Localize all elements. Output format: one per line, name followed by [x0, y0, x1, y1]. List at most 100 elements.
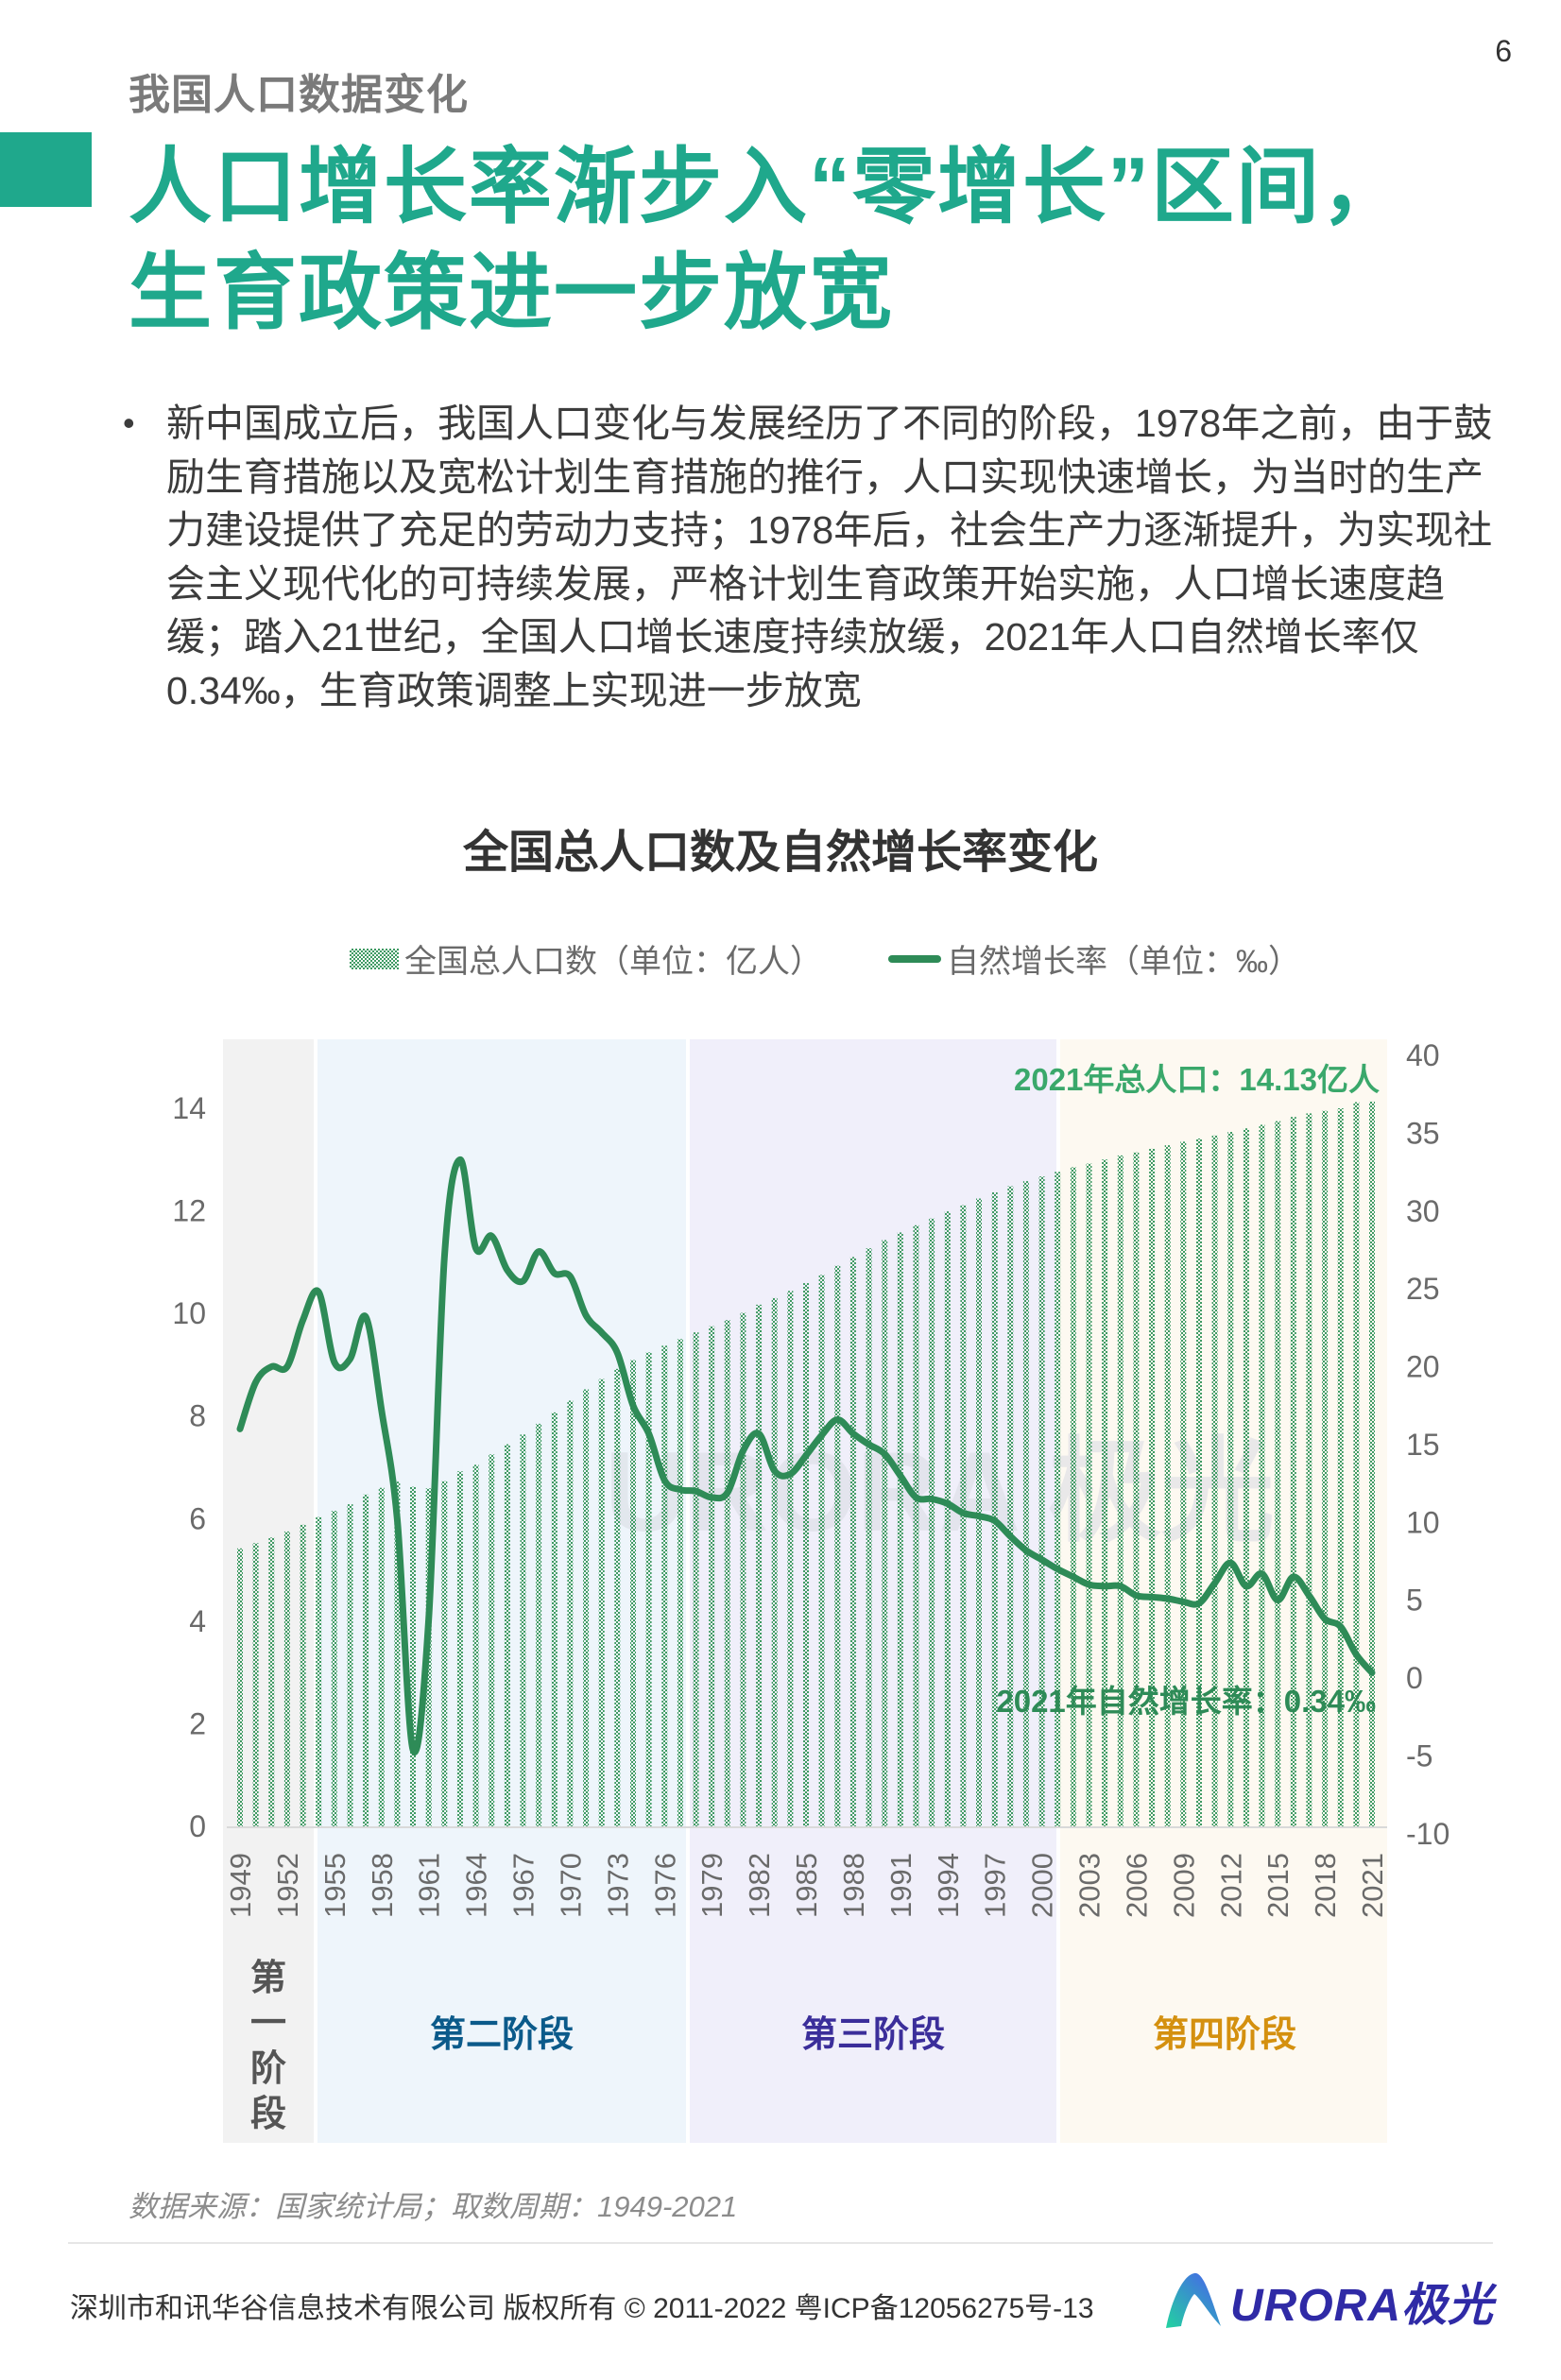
population-bar [363, 1494, 369, 1826]
stage-1-label: 第 [250, 1959, 286, 1998]
x-axis-tick-label: 1997 [979, 1853, 1012, 1918]
aurora-logo: URORA极光 [1162, 2268, 1494, 2334]
population-bar [677, 1339, 683, 1826]
population-bar [1211, 1135, 1218, 1826]
population-bar [1102, 1159, 1108, 1826]
right-axis-tick-label: 10 [1406, 1505, 1440, 1539]
chart-title: 全国总人口数及自然增长率变化 [462, 828, 1098, 878]
stage-1-label: 一 [250, 2004, 286, 2044]
population-bar [489, 1454, 495, 1826]
population-bar [1337, 1108, 1344, 1826]
x-axis-ticks: 1949 1952 1955 1958 1961 1964 1967 1970 1973 1976… [224, 1853, 1389, 1918]
population-bar [331, 1511, 337, 1826]
population-bar [756, 1304, 763, 1826]
title-accent-block [0, 132, 92, 207]
stage-3-label: 第三阶段 [801, 2015, 945, 2055]
right-axis-tick-label: 25 [1406, 1272, 1440, 1306]
summary-text: 新中国成立后，我国人口变化与发展经历了不同的阶段，1978年之前，由于鼓励生育措… [166, 402, 1493, 712]
x-axis-tick-label: 2009 [1167, 1853, 1200, 1918]
x-axis-tick-label: 2003 [1073, 1853, 1106, 1918]
population-bar [787, 1291, 794, 1826]
legend-label-population: 全国总人口数（单位：亿人） [404, 944, 822, 980]
population-bar [771, 1297, 778, 1826]
chart-legend: 全国总人口数（单位：亿人） 自然增长率（单位：‰） [350, 935, 1300, 982]
page-title: 人口增长率渐步入“零增长”区间， 生育政策进一步放宽 [129, 134, 1527, 346]
left-axis-tick-label: 0 [189, 1809, 206, 1843]
population-bar [709, 1326, 715, 1826]
population-bar [237, 1548, 243, 1826]
population-bar [1322, 1110, 1329, 1826]
population-bar [724, 1320, 730, 1826]
right-y-axis-ticks: -10 -5 0 5 10 15 20 25 30 35 40 [1406, 1038, 1450, 1851]
population-bar [1306, 1113, 1312, 1826]
right-axis-tick-label: 35 [1406, 1116, 1440, 1150]
population-bar [1259, 1124, 1265, 1826]
x-axis-tick-label: 1976 [648, 1853, 681, 1918]
population-bar [598, 1378, 605, 1826]
stage-4-label: 第四阶段 [1153, 2015, 1296, 2055]
aurora-logo-wordmark: URORA极光 [1230, 2281, 1494, 2331]
right-axis-tick-label: 30 [1406, 1194, 1440, 1228]
population-bar [583, 1389, 590, 1826]
left-axis-tick-label: 8 [189, 1399, 206, 1433]
population-bar [630, 1360, 636, 1826]
right-axis-tick-label: -5 [1406, 1738, 1432, 1772]
population-bar [520, 1434, 526, 1826]
population-bar [1353, 1102, 1360, 1826]
population-bar [441, 1481, 448, 1826]
stage-background [1060, 1039, 1387, 2143]
population-bar [882, 1240, 888, 1826]
population-bar [1227, 1132, 1234, 1826]
x-axis-tick-label: 1973 [601, 1853, 634, 1918]
x-axis-tick-label: 1964 [460, 1853, 493, 1918]
left-axis-tick-label: 12 [172, 1194, 206, 1228]
left-y-axis-ticks: 0 2 4 6 8 10 12 14 [172, 1091, 206, 1843]
population-bar [1070, 1167, 1076, 1826]
population-bar [897, 1232, 903, 1826]
population-bar [1007, 1186, 1014, 1826]
x-axis-tick-label: 1958 [366, 1853, 399, 1918]
x-axis-tick-label: 1985 [790, 1853, 823, 1918]
x-axis-tick-label: 2021 [1356, 1853, 1389, 1918]
legend-label-growth-rate: 自然增长率（单位：‰） [947, 944, 1300, 980]
population-bar [991, 1192, 998, 1826]
x-axis-tick-label: 2018 [1309, 1853, 1342, 1918]
footer-copyright: 深圳市和讯华谷信息技术有限公司 版权所有 © 2011-2022 粤ICP备12… [70, 2293, 1094, 2324]
population-bar [834, 1265, 841, 1826]
population-bar [1196, 1139, 1202, 1826]
x-axis-tick-label: 1961 [413, 1853, 446, 1918]
x-axis-tick-label: 1949 [224, 1853, 257, 1918]
left-axis-tick-label: 10 [172, 1296, 206, 1330]
data-source-note: 数据来源：国家统计局；取数周期：1949-2021 [129, 2190, 738, 2223]
watermark-text: URORA 极光 [605, 1429, 1275, 1555]
population-bar [929, 1218, 935, 1826]
population-bar [1038, 1176, 1045, 1826]
population-bar [1149, 1148, 1156, 1826]
population-bar [661, 1345, 668, 1826]
population-bar [1055, 1172, 1061, 1826]
chart: URORA 极光 0 2 4 6 8 10 12 14 -10 -5 0 5 10 15 20 25 30 35… [0, 1020, 1561, 2154]
population-bar [740, 1312, 746, 1826]
population-bar [283, 1531, 290, 1826]
population-bar [316, 1516, 322, 1826]
population-bar [1290, 1117, 1296, 1826]
population-bar [536, 1423, 542, 1826]
population-bar [645, 1352, 652, 1826]
population-bar [394, 1481, 401, 1826]
growth-rate-2021-annotation: 2021年自然增长率：0.34‰ [996, 1684, 1376, 1719]
population-bar [614, 1368, 621, 1826]
population-bar [1275, 1121, 1281, 1826]
x-axis-tick-label: 1952 [271, 1853, 304, 1918]
x-axis-tick-label: 2000 [1026, 1853, 1059, 1918]
summary-bullet: • 新中国成立后，我国人口变化与发展经历了不同的阶段，1978年之前，由于鼓励生… [123, 397, 1502, 717]
legend-bar-swatch-icon [350, 948, 399, 969]
population-bar [818, 1275, 825, 1826]
x-axis-tick-label: 1994 [932, 1853, 965, 1918]
population-2021-annotation: 2021年总人口：14.13亿人 [1014, 1062, 1380, 1097]
population-bar [849, 1257, 856, 1826]
x-axis-tick-label: 1988 [837, 1853, 870, 1918]
section-title: 我国人口数据变化 [129, 72, 469, 118]
x-axis-tick-label: 1979 [695, 1853, 729, 1918]
right-axis-tick-label: 15 [1406, 1428, 1440, 1462]
right-axis-tick-label: 40 [1406, 1038, 1440, 1072]
